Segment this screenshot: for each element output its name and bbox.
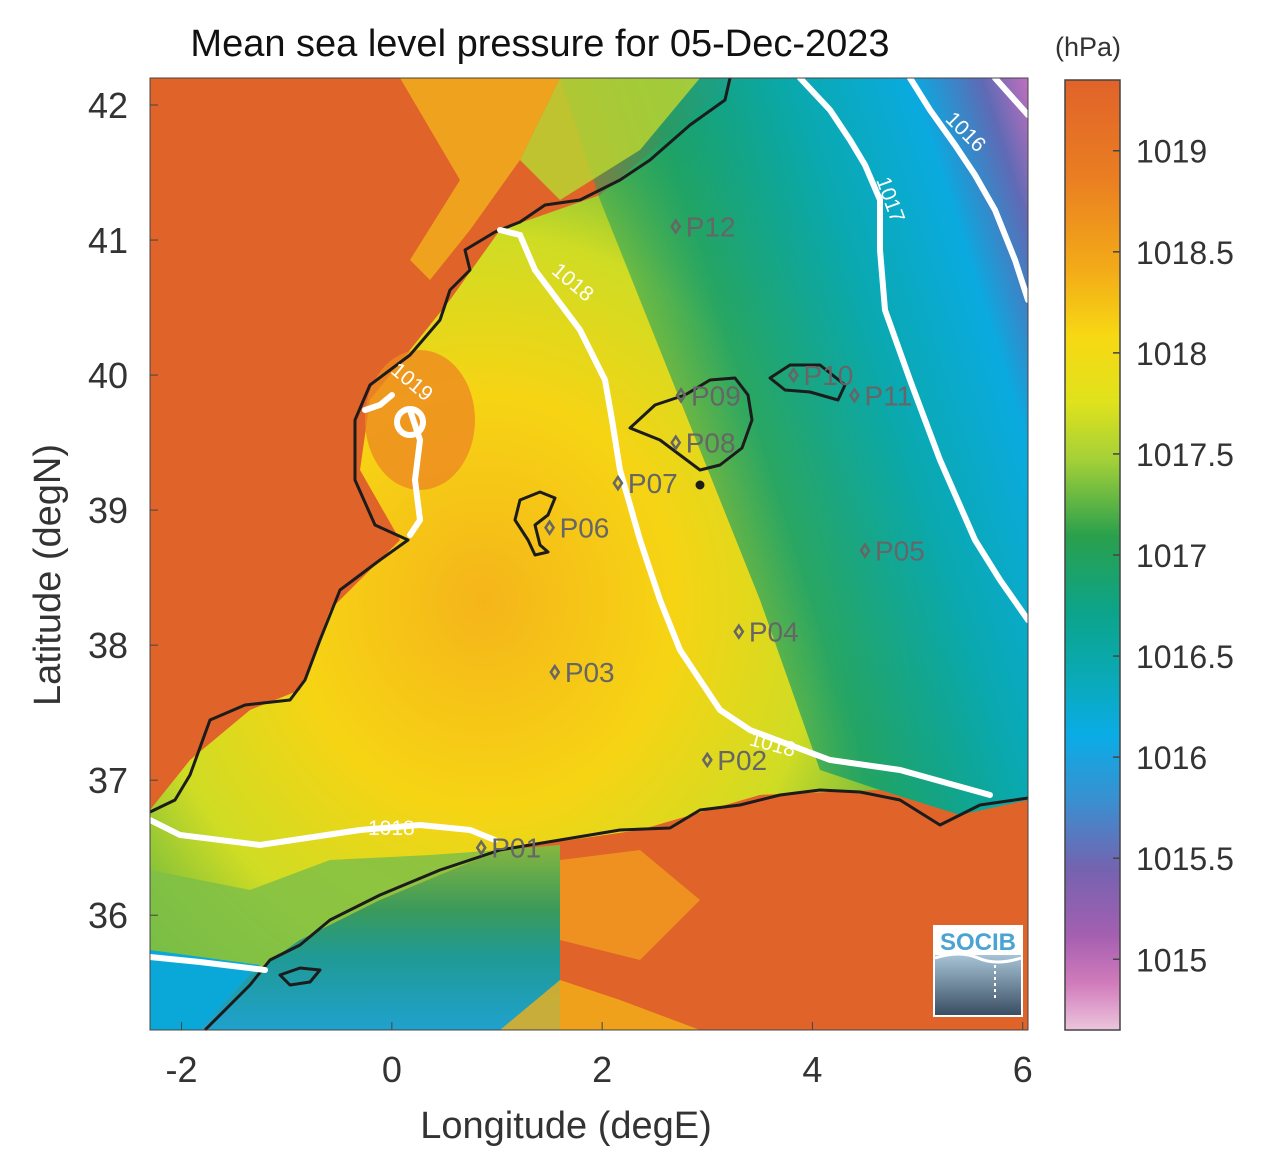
contours [147, 75, 1031, 973]
ibiza-coastline [513, 490, 557, 557]
x-tick-label: 2 [592, 1049, 612, 1090]
colorbar-gradient [1064, 79, 1121, 1031]
station-marker-icon [701, 751, 713, 769]
station-label: P10 [804, 360, 854, 391]
y-tick-label: 36 [88, 895, 128, 936]
station-label: P05 [875, 536, 925, 567]
y-tick-label: 40 [88, 355, 128, 396]
station-label: P06 [560, 513, 610, 544]
colorbar-tick-label: 1015.5 [1136, 841, 1234, 877]
colorbar-unit: (hPa) [1055, 32, 1121, 62]
station-marker-icon [475, 839, 487, 856]
station-label: P02 [717, 745, 767, 776]
station-label: P01 [491, 833, 541, 864]
contour-1018-south [147, 817, 498, 849]
colorbar-tick-label: 1016.5 [1136, 639, 1234, 675]
colorbar-tick-label: 1018 [1136, 336, 1207, 372]
station-points: P01 P02 P03 P04 P05 P06 P07 P08 P09 P10 P11 P12 [475, 212, 925, 864]
y-tick-label: 38 [88, 625, 128, 666]
cabrera-island [695, 480, 705, 490]
y-tick-label: 41 [88, 220, 128, 261]
menorca-coastline [768, 363, 847, 402]
x-tick-label: -2 [166, 1049, 198, 1090]
colorbar-tick-label: 1017 [1136, 538, 1207, 574]
contour-1019-loop [394, 406, 426, 438]
x-tick-label: 4 [802, 1049, 822, 1090]
station-p06: P06 [544, 513, 610, 544]
station-p02: P02 [701, 745, 767, 776]
coastlines [149, 77, 1029, 1032]
x-axis: -2 0 2 4 6 [166, 1022, 1033, 1090]
colorbar-tick-label: 1019 [1136, 134, 1207, 170]
station-label: P12 [686, 212, 736, 243]
alboran-island-coastline [278, 966, 322, 987]
station-p09: P09 [675, 380, 741, 411]
station-p05: P05 [859, 536, 925, 567]
station-p04: P04 [733, 617, 799, 648]
y-tick-label: 42 [88, 85, 128, 126]
socib-logo-text: SOCIB [940, 929, 1016, 956]
contour-label: 1018 [368, 817, 415, 840]
africa-coastline [203, 788, 1029, 1032]
colorbar-tick-label: 1015 [1136, 942, 1207, 978]
y-tick-label: 39 [88, 490, 128, 531]
contour-1018-main [497, 227, 993, 798]
station-marker-icon [733, 623, 745, 640]
station-label: P08 [686, 428, 736, 459]
station-p07: P07 [612, 468, 678, 499]
map-frame [149, 77, 1029, 1031]
station-label: P07 [628, 468, 678, 499]
chart-title: Mean sea level pressure for 05-Dec-2023 [190, 23, 889, 65]
colorbar-tick-label: 1017.5 [1136, 437, 1234, 473]
station-p08: P08 [670, 428, 736, 459]
y-axis-label: Latitude (degN) [27, 444, 69, 706]
station-p11: P11 [849, 380, 913, 411]
station-label: P03 [565, 657, 615, 688]
station-marker-icon [544, 519, 556, 536]
contour-1016 [907, 75, 1031, 303]
contour-1015-5 [992, 75, 1031, 118]
station-label: P09 [691, 380, 741, 411]
station-marker-icon [549, 663, 561, 681]
y-tick-label: 37 [88, 760, 128, 801]
iberia-coastline [149, 77, 732, 814]
colorbar-tick-label: 1018.5 [1136, 235, 1234, 271]
station-marker-icon [670, 218, 682, 235]
contour-1017 [797, 75, 1031, 623]
station-p01: P01 [475, 833, 541, 864]
contour-1019-north [362, 392, 395, 413]
station-marker-icon [675, 387, 687, 404]
station-marker-icon [612, 474, 624, 492]
station-p03: P03 [549, 657, 615, 688]
station-p12: P12 [670, 212, 736, 243]
socib-logo: SOCIB [933, 925, 1023, 1017]
station-p10: P10 [788, 360, 854, 391]
station-marker-icon [849, 387, 861, 404]
station-label: P11 [865, 380, 913, 411]
y-axis: 42 41 40 39 38 37 36 [88, 85, 158, 936]
station-marker-icon [788, 366, 800, 384]
colorbar: (hPa) 1019 1018.5 1018 1017.5 1017 1016.5 1016… [1055, 32, 1234, 1031]
station-marker-icon [670, 434, 682, 451]
x-tick-label: 6 [1013, 1049, 1033, 1090]
station-label: P04 [749, 617, 799, 648]
colorbar-ticks: 1019 1018.5 1018 1017.5 1017 1016.5 1016 1015.5… [1113, 134, 1234, 978]
x-tick-label: 0 [382, 1049, 402, 1090]
x-axis-label: Longitude (degE) [420, 1105, 712, 1147]
contour-1018-sw [147, 954, 268, 973]
colorbar-tick-label: 1016 [1136, 740, 1207, 776]
station-marker-icon [859, 542, 871, 559]
